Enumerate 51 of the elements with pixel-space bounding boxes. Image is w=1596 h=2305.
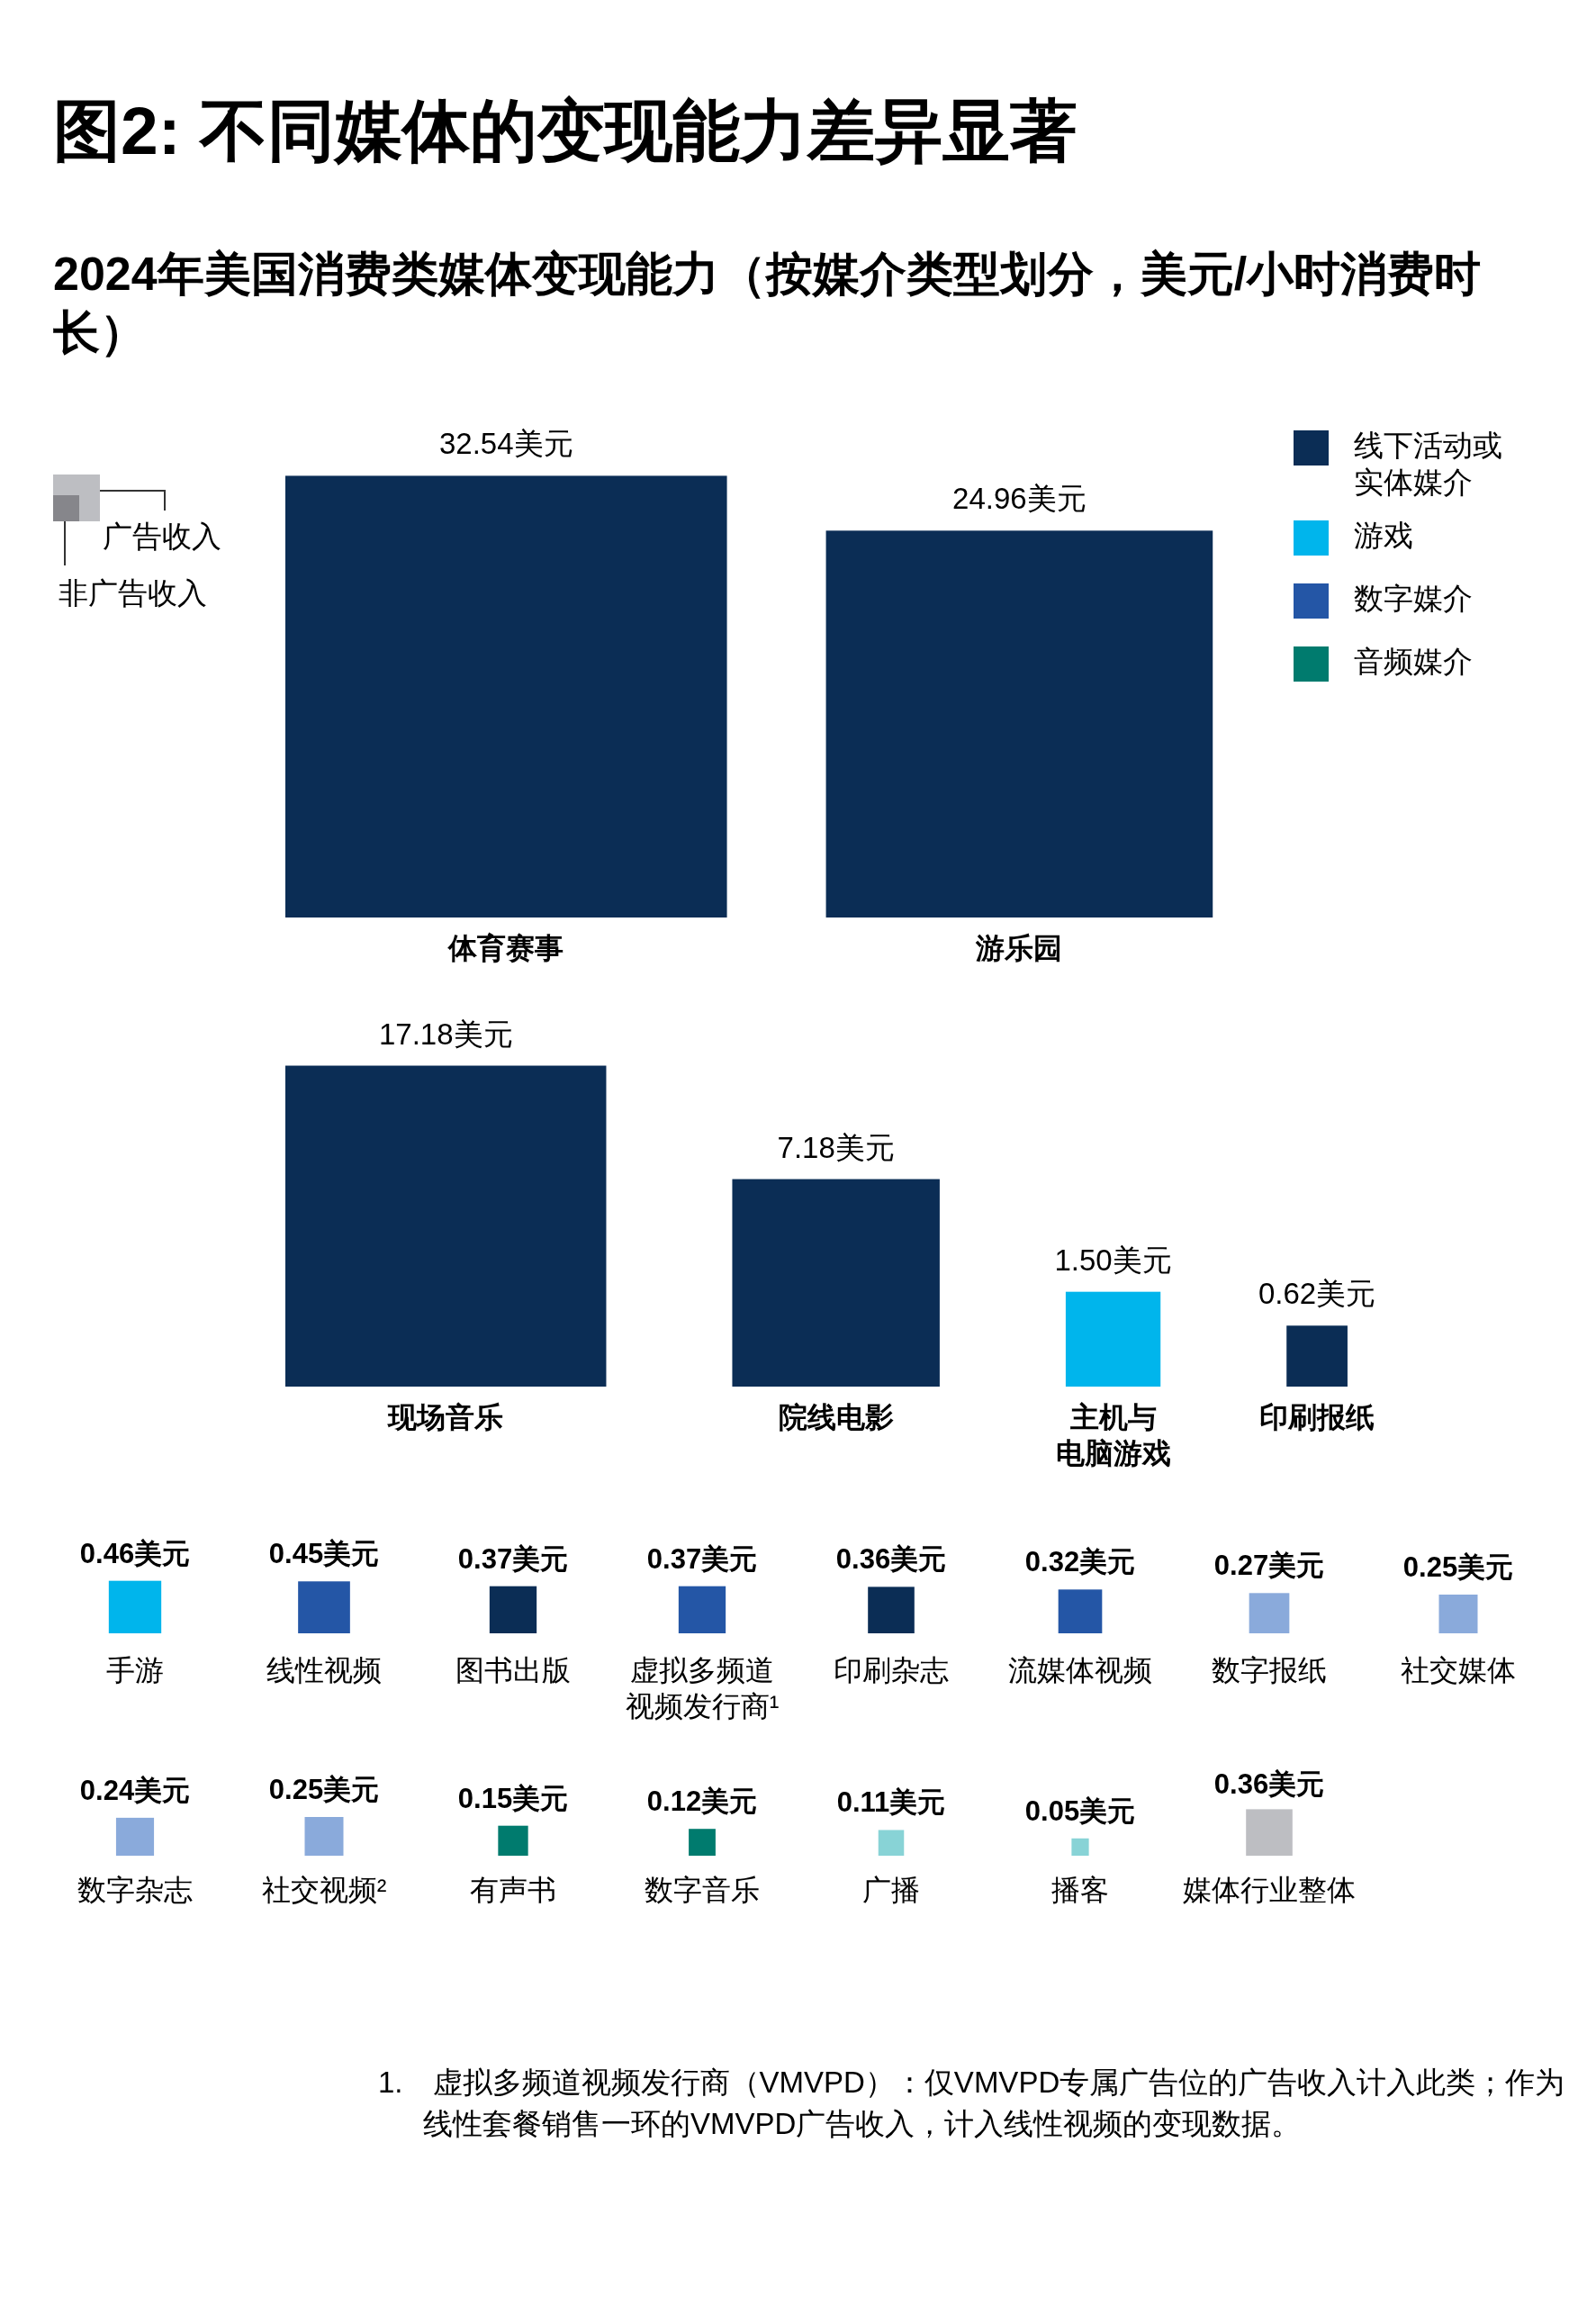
category-label: 主机与电脑游戏 [1055,1401,1171,1469]
data-label: 0.05美元 [1024,1794,1136,1827]
category-label: 数字杂志 [77,1874,193,1906]
category-label: 印刷杂志 [834,1654,949,1686]
category-label: 印刷报纸 [1259,1401,1375,1433]
category-label: 现场音乐 [387,1401,504,1433]
data-label: 0.37美元 [457,1542,569,1575]
data-label: 0.25美元 [1402,1551,1514,1583]
category-label: 数字报纸 [1212,1654,1327,1686]
text: 非广告收入 [59,576,207,610]
data-label: 32.54美元 [438,427,573,461]
data-label: 0.37美元 [646,1542,758,1575]
text: 2024年美国消费类媒体变现能力（按媒介类型划分，美元/小时消费时长） [53,247,1483,360]
category-label: 院线电影 [778,1401,894,1433]
category-label: 手游 [106,1654,164,1686]
data-label: 0.36美元 [1213,1768,1325,1800]
data-label: 0.62美元 [1258,1277,1376,1311]
legend-label: 线下活动或实体媒介 [1354,429,1502,500]
data-label: 0.25美元 [268,1774,380,1805]
category-label: 有声书 [470,1874,556,1906]
data-label: 0.15美元 [457,1782,569,1814]
data-label: 0.46美元 [79,1537,191,1569]
data-label: 0.45美元 [268,1538,380,1570]
legend-label: 游戏 [1354,519,1413,552]
category-label: 社交视频² [261,1874,387,1906]
data-label: 0.11美元 [836,1786,946,1819]
data-label: 0.27美元 [1213,1550,1325,1582]
category-label: 线性视频 [266,1654,382,1686]
text: 广告收入 [103,520,221,553]
category-label: 播客 [1051,1874,1109,1906]
data-label: 0.12美元 [646,1785,758,1818]
data-label: 0.36美元 [835,1543,947,1576]
data-label: 1.50美元 [1054,1243,1172,1277]
text: 1. 虚拟多频道视频发行商（VMVPD）：仅VMVPD专属广告位的广告收入计入此类；作为线性套餐销售一环的VMVPD广告收入，计入线性视频的变现数据。 [378,2065,1566,2143]
category-label: 媒体行业整体 [1183,1874,1356,1906]
category-label: 图书出版 [455,1654,571,1686]
legend-label: 数字媒介 [1354,582,1473,615]
category-label: 广播 [862,1874,920,1906]
category-label: 流媒体视频 [1008,1654,1152,1686]
category-label: 社交媒体 [1401,1654,1516,1686]
category-label: 体育赛事 [447,932,564,964]
data-label: 0.32美元 [1024,1546,1136,1578]
data-label: 0.24美元 [79,1774,191,1806]
category-label: 虚拟多频道视频发行商¹ [625,1654,780,1722]
data-label: 24.96美元 [952,482,1087,516]
data-label: 7.18美元 [777,1130,895,1164]
data-label: 17.18美元 [378,1017,513,1051]
text: 图2: 不同媒体的变现能力差异显著 [53,92,1078,170]
legend-label: 音频媒介 [1354,645,1473,678]
category-label: 游乐园 [975,932,1063,964]
category-label: 数字音乐 [645,1874,760,1906]
